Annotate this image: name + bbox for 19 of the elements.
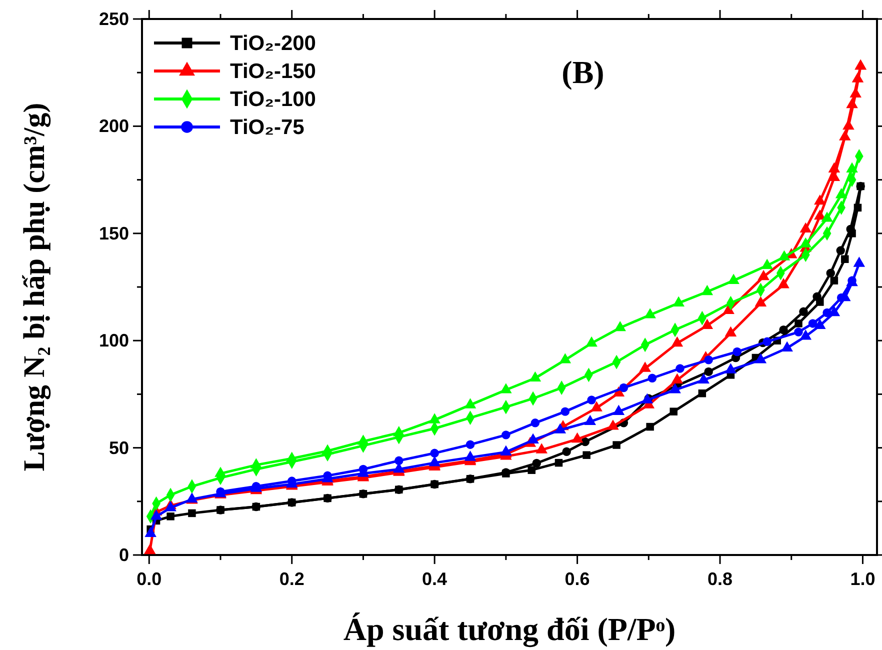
y-tick-label: 150 — [98, 223, 129, 244]
legend-label: TiO₂-200 — [230, 32, 316, 55]
x-axis-title: Áp suất tương đối (P/Pᵒ) — [343, 611, 676, 648]
y-tick-label: 200 — [98, 116, 129, 136]
x-tick-label: 0.4 — [422, 569, 448, 589]
legend-label: TiO₂-100 — [230, 88, 316, 111]
text: (B) — [562, 54, 604, 90]
y-tick-label: 250 — [98, 9, 129, 29]
legend-label: TiO₂-150 — [230, 60, 316, 83]
legend-label: TiO₂-75 — [230, 116, 305, 139]
x-tick-label: 0.6 — [564, 569, 590, 589]
x-tick-label: 1.0 — [850, 569, 876, 589]
x-tick-label: 0.0 — [136, 569, 162, 589]
y-tick-label: 50 — [108, 438, 129, 458]
y-axis-title: Lượng N₂ bị hấp phụ (cm³/g) — [18, 102, 51, 472]
x-tick-label: 0.8 — [707, 569, 733, 589]
y-tick-label: 0 — [118, 545, 129, 565]
x-tick-label: 0.2 — [279, 569, 304, 589]
y-tick-label: 100 — [98, 330, 129, 351]
